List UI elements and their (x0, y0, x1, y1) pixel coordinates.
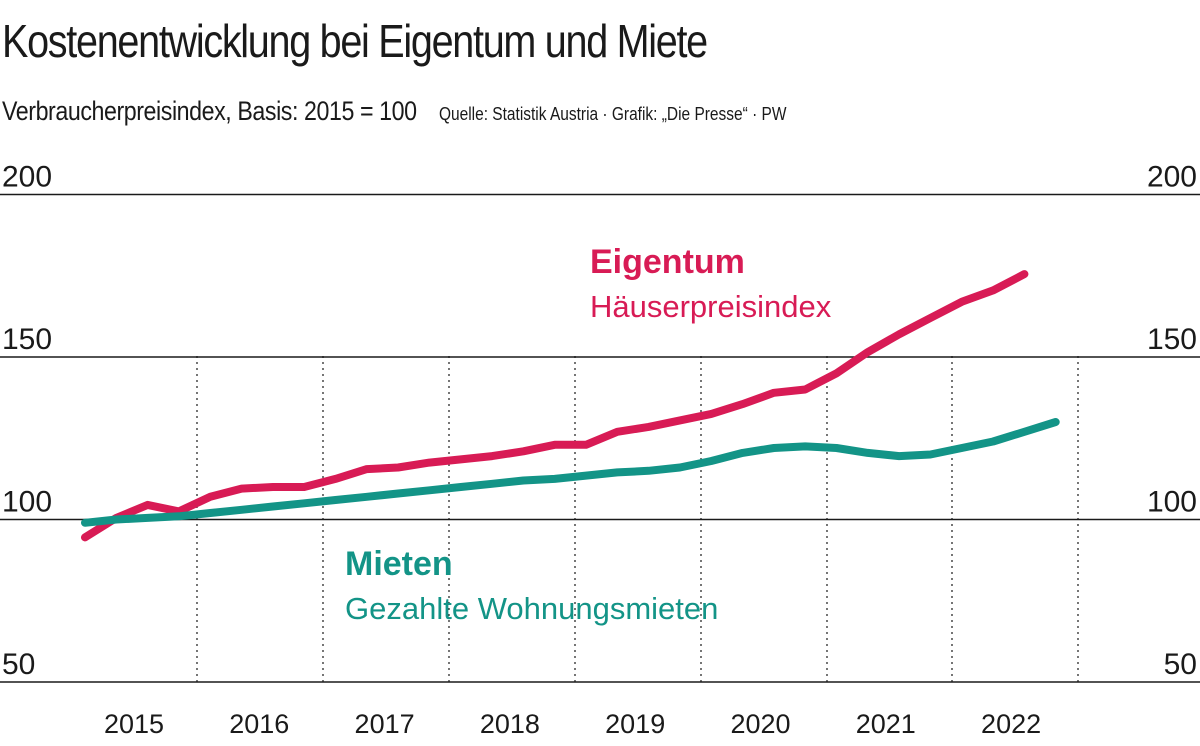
series-line-mieten (81, 418, 1060, 527)
series-lines (81, 270, 1060, 542)
series-sublabel-eigentum: Häuserpreisindex (590, 289, 832, 324)
x-tick-label: 2021 (856, 709, 916, 739)
grid-lines (0, 193, 1200, 683)
series-label-eigentum: Eigentum (590, 243, 745, 281)
x-tick-label: 2022 (981, 709, 1041, 739)
year-separators (196, 356, 1079, 682)
x-tick-label: 2019 (605, 709, 665, 739)
y-tick-label-right: 200 (1147, 161, 1197, 194)
x-tick-labels: 2015 2016 2017 2018 2019 2020 2021 2022 (104, 709, 1041, 739)
series-labels: Eigentum Häuserpreisindex Mieten Gezahlte W… (345, 243, 832, 626)
series-line-eigentum (81, 270, 1029, 542)
y-tick-label-left: 200 (2, 161, 52, 194)
chart-subtitle: Verbraucherpreisindex, Basis: 2015 = 100 (2, 96, 417, 126)
x-tick-label: 2015 (104, 709, 164, 739)
y-tick-label-left: 150 (2, 323, 52, 356)
y-tick-label-left: 50 (2, 648, 35, 681)
x-tick-label: 2017 (355, 709, 415, 739)
subtitle-row: Verbraucherpreisindex, Basis: 2015 = 100… (2, 96, 786, 127)
x-tick-label: 2018 (480, 709, 540, 739)
chart-source: Quelle: Statistik Austria · Grafik: „Die… (438, 104, 787, 124)
x-tick-label: 2020 (730, 709, 790, 739)
series-sublabel-mieten: Gezahlte Wohnungsmieten (345, 591, 718, 626)
series-label-mieten: Mieten (345, 545, 453, 583)
x-tick-label: 2016 (229, 709, 289, 739)
y-tick-label-left: 100 (2, 486, 52, 519)
y-tick-label-right: 50 (1164, 648, 1197, 681)
y-tick-label-right: 100 (1147, 486, 1197, 519)
y-tick-labels: 50 50 100 100 150 150 200 200 (2, 161, 1197, 682)
y-tick-label-right: 150 (1147, 323, 1197, 356)
chart-title: Kostenentwicklung bei Eigentum und Miete (2, 15, 708, 67)
